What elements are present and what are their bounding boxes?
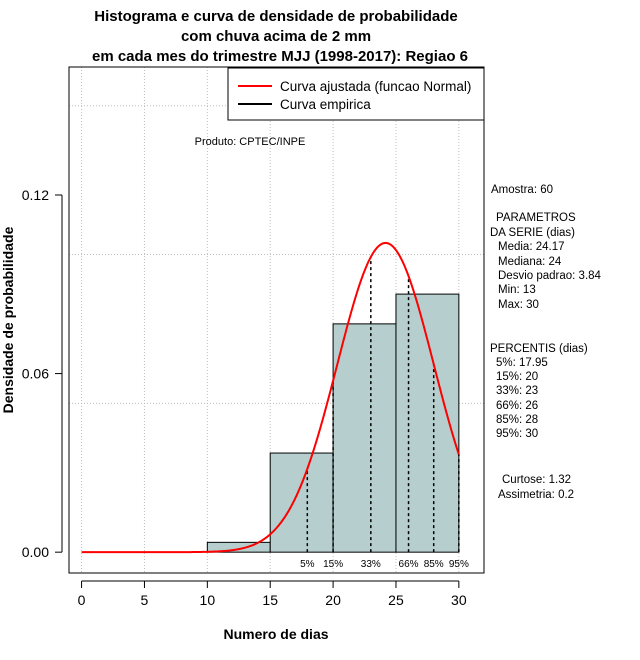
y-tick-label-2: 0.12 — [22, 187, 49, 203]
stats-p15: 15%: 20 — [496, 371, 538, 383]
stats-p85: 85%: 28 — [496, 414, 538, 426]
percentile-lines: 5% 15% 33% 66% 85% 95% — [300, 256, 469, 570]
x-tick-label-2: 10 — [200, 592, 216, 608]
x-axis: 0 5 10 15 20 25 30 — [78, 580, 467, 608]
percentile-label-3: 66% — [399, 559, 419, 570]
legend-label-empirical: Curva empirica — [280, 97, 371, 112]
stats-pct-title: PERCENTIS (dias) — [490, 343, 588, 355]
x-axis-label: Numero de dias — [223, 626, 328, 642]
histogram-bar-1 — [269, 452, 334, 553]
stats-params-title: PARAMETROS — [496, 212, 576, 224]
stats-p95: 95%: 30 — [496, 428, 538, 440]
stats-max: Max: 30 — [498, 299, 539, 311]
stats-sample: Amostra: 60 — [491, 184, 553, 196]
y-axis-label: Densidade de probabilidade — [0, 226, 16, 413]
x-tick-label-3: 15 — [262, 592, 278, 608]
percentile-label-0: 5% — [300, 559, 315, 570]
normal-curve-layer — [81, 241, 460, 554]
chart-title-line-1: Histograma e curva de densidade de proba… — [94, 8, 457, 25]
stats-sd: Desvio padrao: 3.84 — [498, 270, 602, 282]
stats-p5: 5%: 17.95 — [496, 357, 548, 369]
stats-skewness: Assimetria: 0.2 — [498, 489, 574, 501]
percentile-label-4: 85% — [424, 559, 444, 570]
legend: Curva ajustada (funcao Normal) Curva emp… — [227, 67, 485, 121]
chart-title-line-3: em cada mes do trimestre MJJ (1998-2017)… — [92, 48, 468, 65]
stats-p33: 33%: 23 — [496, 385, 538, 397]
x-tick-label-4: 20 — [325, 592, 341, 608]
histogram-bar-2 — [332, 323, 397, 553]
x-tick-label-0: 0 — [78, 592, 86, 608]
normal-curve — [81, 241, 460, 554]
histogram-bars — [206, 293, 460, 553]
stats-mean: Media: 24.17 — [498, 241, 565, 253]
x-tick-label-1: 5 — [141, 592, 149, 608]
stats-panel: Amostra: 60 PARAMETROS DA SERIE (dias) M… — [490, 184, 602, 501]
stats-median: Mediana: 24 — [498, 256, 562, 268]
plot-frame — [68, 66, 485, 574]
stats-params-subtitle: DA SERIE (dias) — [490, 227, 575, 239]
legend-label-normal: Curva ajustada (funcao Normal) — [280, 79, 471, 94]
percentile-label-2: 33% — [361, 559, 381, 570]
percentile-label-5: 95% — [449, 559, 469, 570]
chart-title-line-2: com chuva acima de 2 mm — [181, 28, 371, 45]
x-tick-label-6: 30 — [451, 592, 467, 608]
stats-kurtosis: Curtose: 1.32 — [502, 474, 571, 486]
y-tick-label-0: 0.00 — [22, 544, 49, 560]
y-tick-label-1: 0.06 — [22, 366, 49, 382]
x-tick-label-5: 25 — [388, 592, 404, 608]
stats-p66: 66%: 26 — [496, 400, 538, 412]
legend-box — [227, 67, 485, 121]
produto-annotation: Produto: CPTEC/INPE — [195, 136, 306, 148]
stats-min: Min: 13 — [498, 284, 536, 296]
percentile-label-1: 15% — [323, 559, 343, 570]
y-axis: 0.00 0.06 0.12 — [22, 187, 63, 560]
